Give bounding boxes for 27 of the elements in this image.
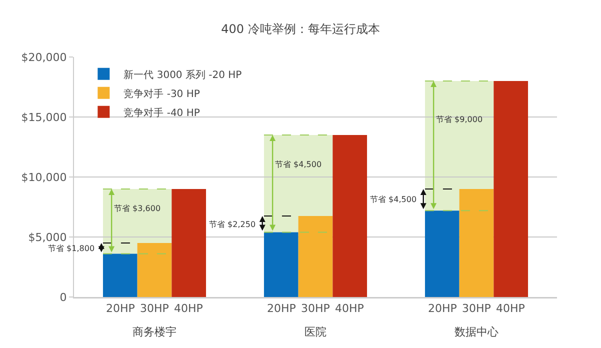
x-tick-label: 数据中心 [454, 326, 498, 339]
annotation: 20HP [267, 302, 296, 315]
annotation: 30HP [462, 302, 492, 315]
y-tick-label: $20,000 [21, 50, 67, 64]
annotation: 节省 $1,800 [48, 244, 95, 253]
y-tick-label: 0 [60, 290, 67, 304]
legend-label: 竞争对手 -30 HP [124, 88, 200, 100]
annotation: 20HP [428, 302, 458, 315]
annotation: 节省 $3,600 [114, 204, 161, 213]
annotation: 节省 $4,500 [370, 195, 417, 204]
annotation: 20HP [106, 302, 136, 315]
annotation: 40HP [496, 302, 526, 315]
annotation: 节省 $2,250 [209, 220, 256, 229]
x-tick-label: 商务楼宇 [132, 326, 176, 339]
annotation: 40HP [335, 302, 364, 315]
annotation: 节省 $4,500 [275, 160, 322, 169]
annotation: 40HP [174, 302, 204, 315]
y-tick-label: $5,000 [28, 230, 67, 244]
legend-label: 竞争对手 -40 HP [124, 106, 200, 119]
y-tick-label: $15,000 [21, 110, 67, 124]
x-tick-label: 医院 [304, 326, 326, 339]
annotation: 节省 $9,000 [436, 115, 483, 124]
legend-label: 新一代 3000 系列 -20 HP [124, 68, 242, 81]
y-tick-label: $10,000 [21, 170, 67, 184]
annotation: 30HP [301, 302, 330, 315]
annotation: 30HP [140, 302, 170, 315]
chart-title: 400 冷吨举例：每年运行成本 [221, 22, 380, 36]
